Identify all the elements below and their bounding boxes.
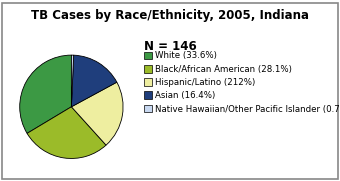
Wedge shape [71, 82, 123, 145]
Wedge shape [20, 55, 71, 133]
Wedge shape [71, 55, 74, 107]
Wedge shape [71, 55, 117, 107]
Legend: White (33.6%), Black/African American (28.1%), Hispanic/Latino (212%), Asian (16: White (33.6%), Black/African American (2… [144, 51, 340, 114]
Text: TB Cases by Race/Ethnicity, 2005, Indiana: TB Cases by Race/Ethnicity, 2005, Indian… [31, 9, 309, 22]
Text: N = 146: N = 146 [143, 40, 197, 53]
Wedge shape [27, 107, 106, 159]
